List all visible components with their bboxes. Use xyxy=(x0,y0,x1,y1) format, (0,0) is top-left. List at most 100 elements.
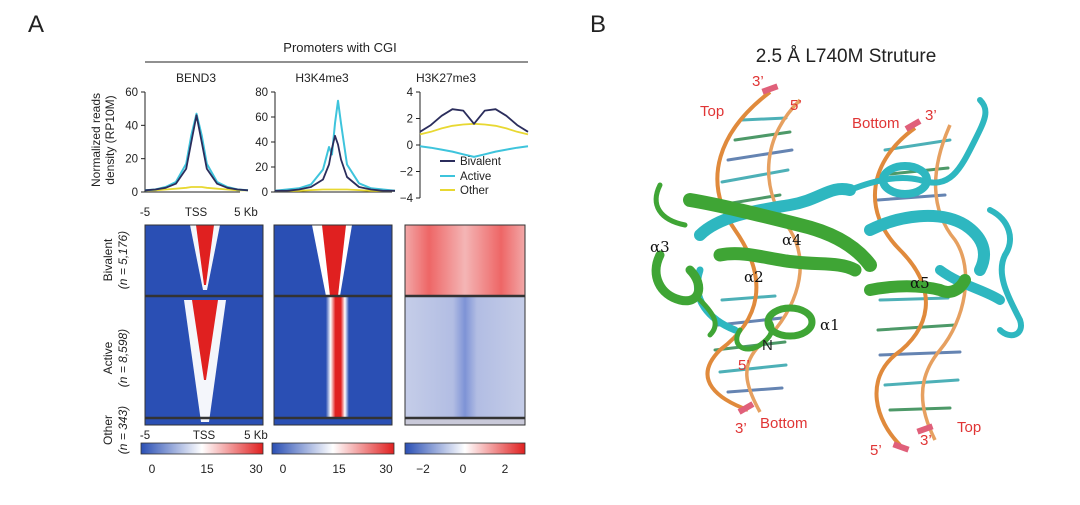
y-tick-label: −4 xyxy=(400,193,414,205)
colorbar-tick: 0 xyxy=(149,462,156,476)
row-label-active: Active (n = 8,598) xyxy=(101,329,130,387)
colorbar-gradient xyxy=(140,442,264,455)
legend-label-bivalent: Bivalent xyxy=(460,156,502,168)
series-line-other xyxy=(275,188,395,192)
y-tick-label: 60 xyxy=(255,112,268,124)
label-five-prime: 5’ xyxy=(738,357,750,374)
section-title: Promoters with CGI xyxy=(283,40,396,55)
colorbar-tick: 30 xyxy=(249,462,263,476)
row-n-bivalent: (n = 5,176) xyxy=(116,231,130,289)
x-tick-right: 5 Kb xyxy=(234,207,258,219)
colorbar-tick: 2 xyxy=(502,462,509,476)
plot-title-h3k4me3: H3K4me3 xyxy=(295,71,349,85)
row-n-other: (n = 343) xyxy=(116,406,130,454)
label-five-prime: 5’ xyxy=(790,97,802,114)
green-helix-alpha5 xyxy=(864,274,971,298)
dna-end-marker xyxy=(761,83,779,95)
colorbar-bend3: 0 15 30 xyxy=(140,442,264,476)
label-alpha2: α2 xyxy=(744,268,764,286)
series-line-other xyxy=(419,122,529,136)
cyan-helix xyxy=(935,265,1005,305)
plot-title-bend3: BEND3 xyxy=(176,71,216,85)
green-loop xyxy=(697,297,718,338)
x-tick-center: TSS xyxy=(185,207,208,219)
series-line-active xyxy=(274,99,396,192)
plot-title-h3k27me3: H3K27me3 xyxy=(416,71,476,85)
signal-cone-bivalent xyxy=(196,225,214,285)
heatmap-x-tick-right: 5 Kb xyxy=(244,430,268,442)
colorbar-h3k4me3: 0 15 30 xyxy=(271,442,395,476)
y-tick-label: 80 xyxy=(255,87,268,99)
row-n-active: (n = 8,598) xyxy=(116,329,130,387)
colorbar-tick: −2 xyxy=(416,462,430,476)
structure-labels: Top 3’ 5’ Bottom 3’ α3 α4 α2 α5 α1 N 5’ … xyxy=(650,73,981,459)
cyan-helix xyxy=(864,210,990,276)
label-top-left: Top xyxy=(700,103,724,120)
series-line-bivalent xyxy=(275,134,395,192)
heatmap-h3k4me3 xyxy=(273,224,393,426)
label-three-prime: 3’ xyxy=(920,432,932,449)
colorbar-tick: 0 xyxy=(460,462,467,476)
label-n-terminus: N xyxy=(762,337,773,354)
label-five-prime: 5’ xyxy=(870,442,882,459)
label-three-prime: 3’ xyxy=(735,420,747,437)
heatmap-border xyxy=(404,224,526,426)
cyan-helix-coil xyxy=(879,162,931,198)
heatmap-border xyxy=(273,224,393,426)
profile-plot-bend3: BEND3 0 20 40 60 xyxy=(125,71,249,199)
protein-chain-cyan xyxy=(693,97,1024,339)
series-line-bivalent xyxy=(144,114,249,192)
profile-plot-h3k27me3: H3K27me3 4 2 0 −2 −4 Bivalent Active Other xyxy=(400,71,529,205)
protein-chain-green xyxy=(651,182,971,352)
signal-block-bivalent xyxy=(405,225,525,296)
heatmap-x-tick-center: TSS xyxy=(193,430,216,442)
y-ticks: 0 20 40 60 80 xyxy=(255,87,275,199)
heatmap-border xyxy=(144,224,264,426)
label-alpha1: α1 xyxy=(820,316,840,334)
signal-block-other xyxy=(405,418,525,425)
y-tick-label: −2 xyxy=(400,167,413,179)
green-helix-alpha3 xyxy=(651,250,704,306)
base-pairs xyxy=(876,138,962,412)
series-lines xyxy=(274,99,396,192)
label-three-prime: 3’ xyxy=(752,73,764,90)
y-tick-label: 20 xyxy=(125,154,138,166)
signal-band-bivalent xyxy=(322,225,346,296)
dna-backbone xyxy=(745,98,802,413)
y-ticks: 4 2 0 −2 −4 xyxy=(400,87,420,205)
green-loop xyxy=(653,182,688,228)
cyan-helix xyxy=(694,183,856,241)
cyan-loop xyxy=(987,207,1024,339)
y-tick-label: 60 xyxy=(125,87,138,99)
y-tick-label: 40 xyxy=(255,137,268,149)
dna-end-marker xyxy=(916,423,934,435)
dna-end-marker xyxy=(892,441,910,453)
green-loop xyxy=(734,319,775,352)
signal-block-active xyxy=(405,296,525,418)
row-label-other: Other (n = 343) xyxy=(101,406,130,454)
dna-end-marker xyxy=(904,118,922,132)
series-line-bivalent xyxy=(419,108,529,133)
label-alpha4: α4 xyxy=(782,231,802,249)
green-helix-alpha2 xyxy=(713,247,862,277)
colorbar-tick: 15 xyxy=(332,462,346,476)
y-tick-label: 40 xyxy=(125,120,138,132)
colorbar-gradient xyxy=(404,442,526,455)
structure-title: 2.5 Å L740M Struture xyxy=(756,46,937,67)
y-axis-label-line2: density (RP10M) xyxy=(103,95,117,184)
label-three-prime: 3’ xyxy=(925,107,937,124)
series-line-active xyxy=(144,112,249,192)
y-tick-label: 0 xyxy=(262,187,268,199)
series-lines xyxy=(144,112,249,192)
panel-a-letter: A xyxy=(28,11,44,38)
series-line-other xyxy=(145,186,248,192)
signal-band-active xyxy=(300,296,368,418)
y-axis-label-line1: Normalized reads xyxy=(89,93,103,187)
row-label-bivalent: Bivalent (n = 5,176) xyxy=(101,231,130,289)
green-helix-alpha4 xyxy=(683,193,877,272)
series-line-active xyxy=(419,145,529,158)
row-name-other: Other xyxy=(101,415,115,445)
label-top-right: Top xyxy=(957,419,981,436)
colorbar-gradient xyxy=(271,442,395,455)
